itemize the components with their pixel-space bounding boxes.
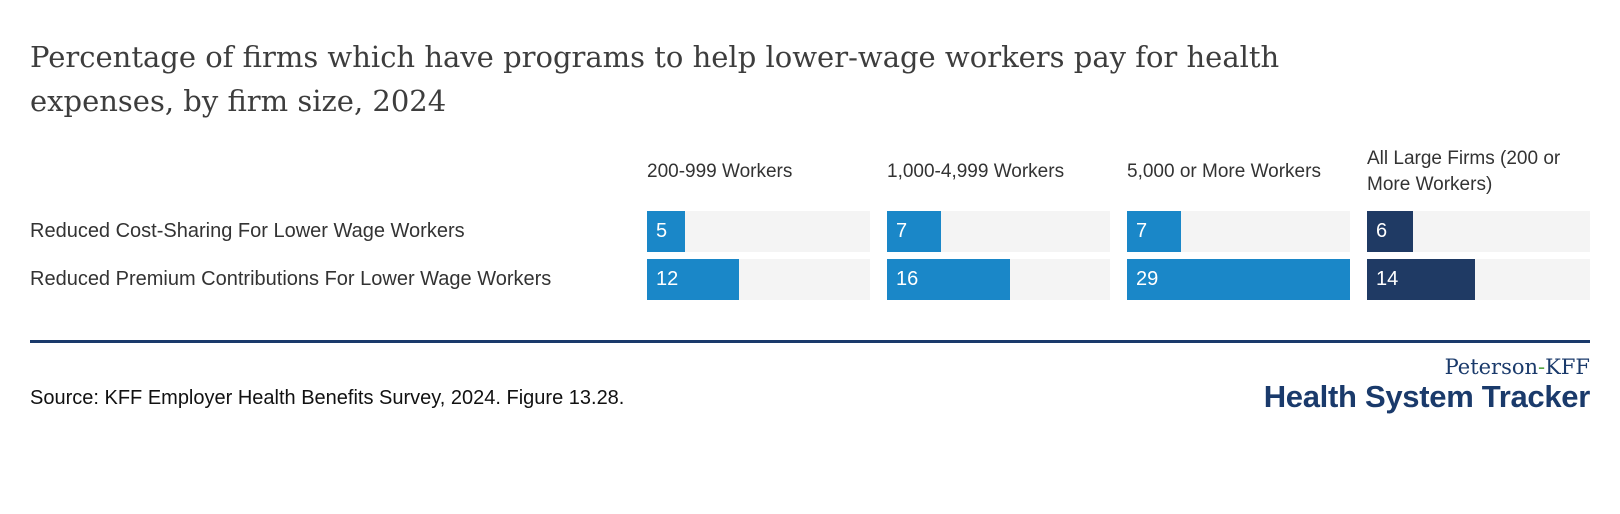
footer: Source: KFF Employer Health Benefits Sur…	[30, 357, 1591, 414]
bar-value: 7	[1136, 220, 1148, 242]
chart-rows: Reduced Cost-Sharing For Lower Wage Work…	[30, 211, 1590, 300]
bar-track: 6	[1367, 211, 1590, 252]
bar[interactable]: 6	[1367, 211, 1414, 252]
logo-hyphen: -	[1538, 355, 1546, 379]
bar-track: 7	[887, 211, 1110, 252]
logo-word-peterson: Peterson	[1444, 355, 1539, 379]
logo-word-kff: KFF	[1545, 355, 1590, 379]
chart-title: Percentage of firms which have programs …	[30, 40, 1280, 118]
logo-health-system-tracker: Health System Tracker	[1263, 379, 1591, 414]
bar-value: 12	[656, 268, 679, 290]
bar[interactable]: 7	[1127, 211, 1181, 252]
bar-value: 14	[1376, 268, 1399, 290]
bar[interactable]: 7	[887, 211, 941, 252]
column-header: All Large Firms (200 or More Workers)	[1367, 147, 1561, 195]
bar-value: 6	[1376, 220, 1388, 242]
divider-rule	[30, 340, 1590, 343]
bar-track: 5	[647, 211, 870, 252]
bar-value: 29	[1136, 268, 1159, 290]
bar-track: 16	[887, 259, 1110, 300]
bar[interactable]: 14	[1367, 259, 1475, 300]
source-note: Source: KFF Employer Health Benefits Sur…	[30, 387, 625, 409]
bar-track: 29	[1127, 259, 1350, 300]
bar-value: 5	[656, 220, 668, 242]
row-label: Reduced Premium Contributions For Lower …	[30, 268, 552, 290]
column-header: 5,000 or More Workers	[1127, 160, 1321, 182]
logo-peterson-kff: Peterson-KFF	[1264, 357, 1590, 378]
bar-value: 16	[896, 268, 919, 290]
bar[interactable]: 5	[647, 211, 686, 252]
bar-track: 14	[1367, 259, 1590, 300]
bar[interactable]: 29	[1127, 259, 1350, 300]
peterson-kff-logo: Peterson-KFF Health System Tracker	[1263, 357, 1591, 414]
bar-track: 12	[647, 259, 870, 300]
chart-row: Reduced Cost-Sharing For Lower Wage Work…	[30, 211, 1590, 252]
bar-chart: 200-999 Workers 1,000-4,999 Workers 5,000 …	[30, 143, 1590, 300]
column-headers: 200-999 Workers 1,000-4,999 Workers 5,000 …	[30, 143, 1590, 200]
bar[interactable]: 12	[647, 259, 740, 300]
bar-value: 7	[896, 220, 908, 242]
bar-track: 7	[1127, 211, 1350, 252]
bar[interactable]: 16	[887, 259, 1011, 300]
column-header: 1,000-4,999 Workers	[887, 160, 1065, 182]
chart-card: Percentage of firms which have programs …	[0, 36, 1620, 412]
chart-row: Reduced Premium Contributions For Lower …	[30, 259, 1590, 300]
row-label: Reduced Cost-Sharing For Lower Wage Work…	[30, 220, 465, 242]
column-header: 200-999 Workers	[647, 160, 793, 182]
